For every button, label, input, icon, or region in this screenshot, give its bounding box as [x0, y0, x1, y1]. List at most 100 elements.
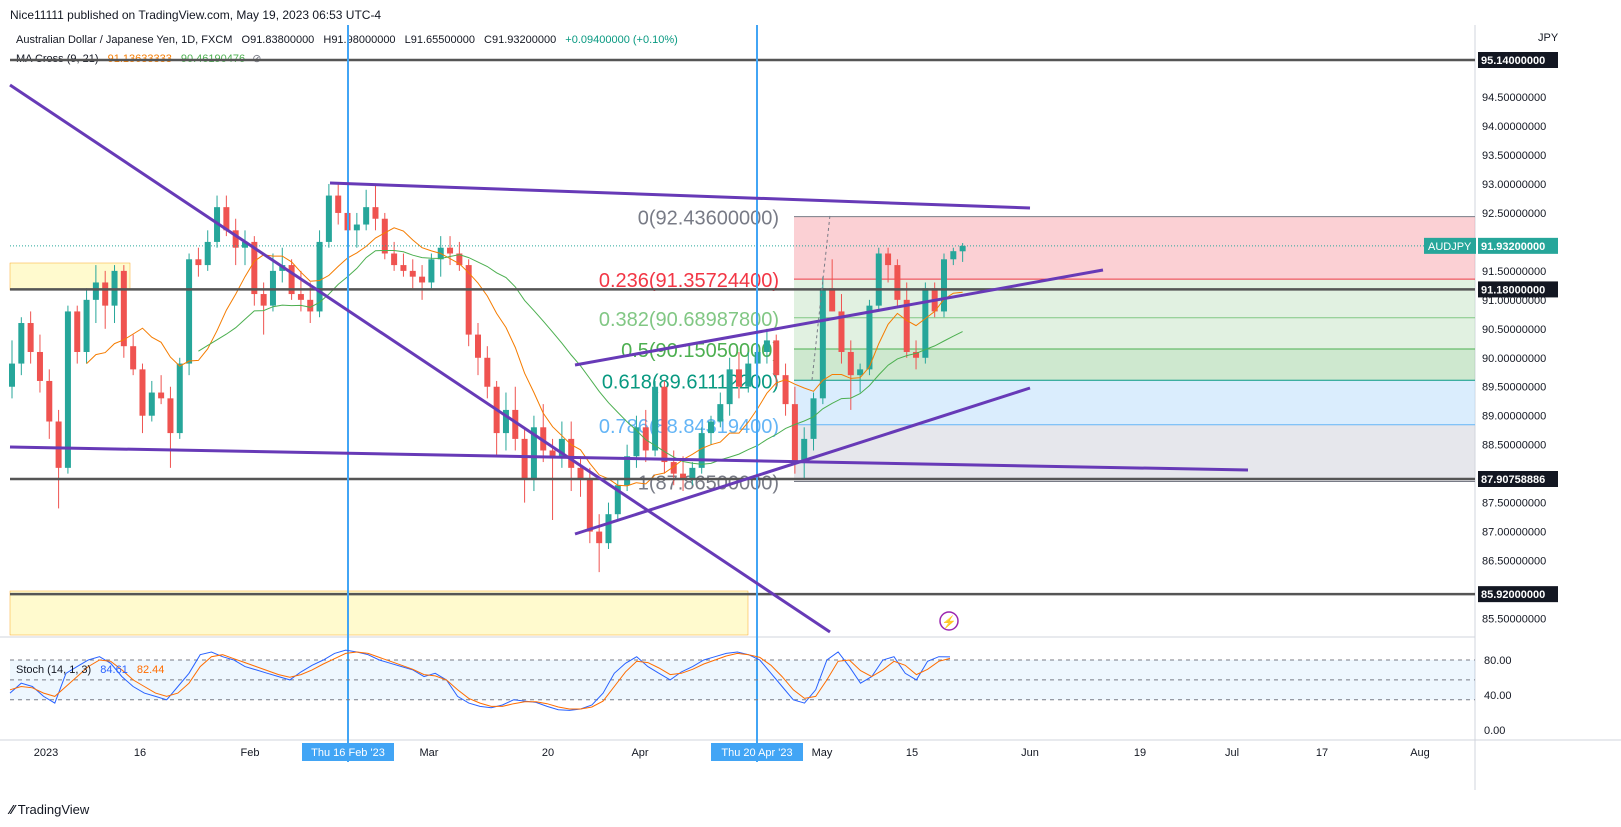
candle-body — [353, 224, 360, 231]
candle-body — [838, 311, 845, 352]
fib-level-label: 0.786(88.84319400) — [599, 416, 779, 438]
price-tick-label: 89.00000000 — [1482, 411, 1546, 423]
fib-zone — [794, 424, 1475, 482]
time-tick-label: 19 — [1134, 747, 1146, 759]
candle-body — [614, 485, 621, 515]
stochastic-layer: 80.00 40.00 0.00 — [9, 649, 1512, 737]
support-zone — [9, 590, 749, 636]
candle-body — [36, 351, 43, 381]
stoch-k-value: 84.61 — [100, 664, 128, 676]
candle-body — [512, 409, 519, 439]
candle-body — [670, 462, 677, 474]
stoch-d-value: 82.44 — [136, 664, 165, 676]
candle-body — [260, 294, 267, 306]
price-tick-label: 90.00000000 — [1482, 353, 1546, 365]
time-tick-label: Jul — [1225, 747, 1239, 759]
current-price-badge — [1478, 237, 1558, 254]
price-level-badge — [1478, 52, 1558, 68]
candle-body — [558, 438, 565, 457]
stoch-label[interactable]: Stoch (14, 1, 3) — [16, 664, 92, 676]
candle-body — [819, 288, 826, 399]
candle-body — [46, 380, 53, 422]
time-tick-label: Apr — [631, 747, 648, 759]
stoch-tick-label: 40.00 — [1484, 690, 1512, 702]
candle-body — [735, 369, 742, 387]
trendlines-layer: ⚡ — [9, 25, 1475, 762]
candle-body — [903, 299, 910, 352]
tradingview-logo-icon: ⁄⁄ — [10, 802, 15, 817]
time-axis-layer: 2023 16 Feb Mar 20 Apr May 15 Jun 19 Jul 17 Aug Thu 1… — [34, 743, 1430, 761]
fib-level-label: 0(92.43600000) — [638, 208, 779, 230]
fib-zone — [794, 380, 1475, 425]
candle-body — [372, 207, 379, 219]
trendline — [574, 268, 1104, 367]
candle-body — [242, 241, 248, 248]
candle-body — [139, 369, 146, 416]
trendline — [329, 181, 1031, 210]
stoch-k-line — [9, 649, 951, 711]
candle-body — [9, 363, 15, 387]
time-tick-label: 2023 — [34, 747, 58, 759]
fib-zone — [794, 216, 1475, 280]
candle-body — [624, 456, 631, 486]
time-tick-label: Mar — [420, 747, 439, 759]
candle-body — [176, 363, 183, 434]
candle-body — [829, 288, 836, 312]
ohlc-values: O91.83800000 H91.98000000 L91.65500000 C… — [236, 34, 678, 46]
candle-body — [409, 270, 416, 277]
candle-body — [530, 427, 537, 480]
price-level-badge — [1478, 281, 1558, 298]
candle-body — [102, 282, 109, 306]
fib-level-label: 0.382(90.68987800) — [599, 309, 779, 331]
candle-body — [959, 245, 966, 252]
candle-body — [521, 438, 528, 480]
projection-line — [811, 214, 831, 381]
candle-body — [763, 340, 770, 352]
candle-body — [465, 265, 472, 335]
candle-body — [717, 404, 724, 422]
candle-body — [726, 369, 733, 405]
close-value: C91.93200000 — [484, 34, 557, 46]
candle-body — [857, 369, 864, 376]
price-tick-label: 87.00000000 — [1482, 527, 1546, 539]
candle-body — [74, 311, 81, 352]
price-tick-label: 93.00000000 — [1482, 179, 1546, 191]
price-tick-label: 88.50000000 — [1482, 440, 1546, 452]
fibonacci-layer: 0(92.43600000) 0.236(91.35724400) 0.382(90… — [599, 208, 1475, 494]
candle-body — [745, 363, 752, 387]
symbol-title[interactable]: Australian Dollar / Japanese Yen, 1D, FX… — [16, 34, 233, 46]
price-tick-label: 87.50000000 — [1482, 498, 1546, 510]
time-tick-label: 15 — [906, 747, 918, 759]
candle-body — [502, 409, 509, 434]
candle-body — [148, 392, 155, 416]
candle-body — [288, 265, 295, 295]
fib-level-label: 0.618(89.61112200) — [602, 371, 779, 393]
candle-body — [55, 421, 62, 468]
candle-body — [605, 514, 612, 544]
candle-body — [586, 479, 593, 532]
candle-body — [633, 427, 640, 457]
candle-body — [316, 241, 323, 312]
candle-body — [251, 241, 258, 295]
date-marker-text: Thu 16 Feb '23 — [311, 747, 385, 759]
candle-body — [913, 351, 920, 358]
candle-body — [847, 351, 854, 376]
candle-body — [549, 450, 556, 457]
price-level-badge — [1478, 471, 1558, 487]
candle-body — [875, 253, 882, 306]
symbol-badge — [1424, 237, 1476, 254]
candle-body — [400, 265, 407, 271]
candle-body — [801, 438, 808, 463]
candle-body — [782, 375, 789, 405]
publisher-header: Nice11111 published on TradingView.com, … — [10, 8, 382, 22]
tradingview-logo[interactable]: ⁄⁄ TradingView — [10, 802, 89, 817]
candle-body — [866, 305, 873, 370]
candle-body — [325, 195, 332, 242]
price-tick-label: 86.50000000 — [1482, 556, 1546, 568]
stoch-tick-label: 0.00 — [1484, 725, 1505, 737]
current-price-text: 91.93200000 — [1481, 241, 1545, 253]
time-tick-label: 17 — [1316, 747, 1328, 759]
date-marker-text: Thu 20 Apr '23 — [721, 747, 792, 759]
candle-body — [484, 357, 491, 387]
